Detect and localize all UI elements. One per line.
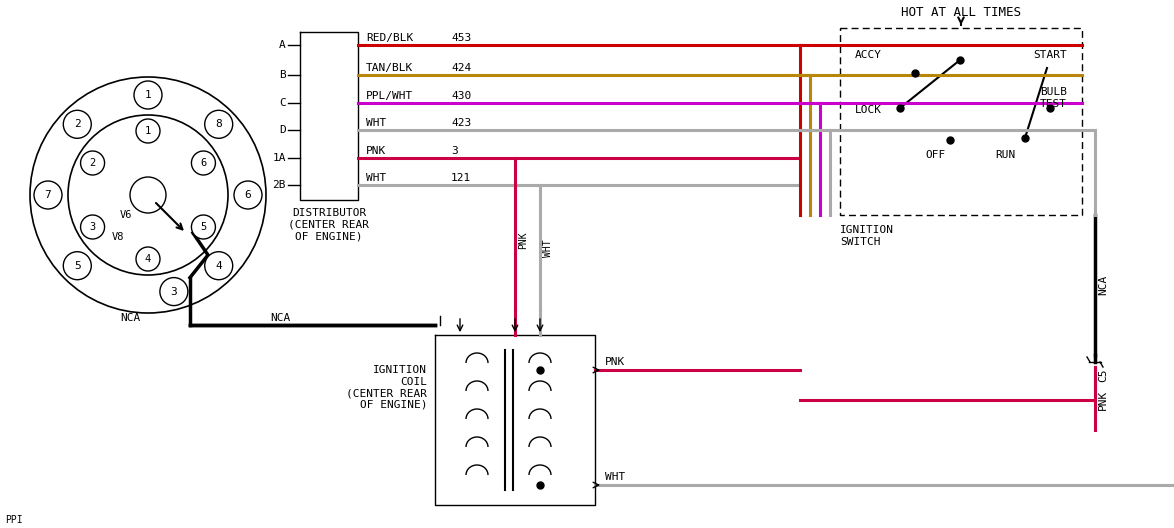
Text: 4: 4 [144, 254, 151, 264]
Text: RUN: RUN [994, 150, 1016, 160]
Text: 2: 2 [74, 119, 81, 129]
Text: PNK: PNK [1098, 390, 1108, 410]
Text: V6: V6 [120, 210, 133, 220]
Text: 6: 6 [201, 158, 207, 168]
Text: 1A: 1A [272, 153, 286, 163]
Text: 5: 5 [201, 222, 207, 232]
Text: ACCY: ACCY [855, 50, 882, 60]
Text: D: D [279, 125, 286, 135]
Circle shape [234, 181, 262, 209]
Text: WHT: WHT [366, 173, 386, 183]
Text: 1: 1 [144, 90, 151, 100]
Circle shape [63, 252, 92, 280]
Text: NCA: NCA [120, 313, 140, 323]
Text: NCA: NCA [270, 313, 290, 323]
Text: 121: 121 [451, 173, 471, 183]
Circle shape [34, 181, 62, 209]
Text: A: A [279, 40, 286, 50]
Text: 3: 3 [170, 287, 177, 297]
Text: 2: 2 [89, 158, 96, 168]
Circle shape [130, 177, 166, 213]
Text: 430: 430 [451, 91, 471, 101]
Circle shape [81, 215, 104, 239]
Text: V8: V8 [112, 232, 124, 242]
Text: B: B [279, 70, 286, 80]
Text: C: C [279, 98, 286, 108]
Circle shape [160, 278, 188, 306]
Text: PPL/WHT: PPL/WHT [366, 91, 413, 101]
Text: 2B: 2B [272, 180, 286, 190]
Text: PNK: PNK [366, 146, 386, 156]
Text: BULB
TEST: BULB TEST [1040, 87, 1067, 109]
Text: 1: 1 [144, 126, 151, 136]
Text: RED/BLK: RED/BLK [366, 33, 413, 43]
Text: 453: 453 [451, 33, 471, 43]
Circle shape [191, 151, 215, 175]
Circle shape [136, 247, 160, 271]
Text: PNK: PNK [605, 357, 626, 367]
Text: WHT: WHT [605, 472, 626, 482]
Text: LOCK: LOCK [855, 105, 882, 115]
Text: WHT: WHT [544, 239, 553, 257]
Circle shape [63, 110, 92, 138]
Text: DISTRIBUTOR
(CENTER REAR
OF ENGINE): DISTRIBUTOR (CENTER REAR OF ENGINE) [289, 208, 370, 241]
Text: IGNITION
COIL
(CENTER REAR
OF ENGINE): IGNITION COIL (CENTER REAR OF ENGINE) [346, 365, 427, 410]
Text: OFF: OFF [925, 150, 945, 160]
Circle shape [204, 110, 232, 138]
Circle shape [134, 81, 162, 109]
Text: 7: 7 [45, 190, 52, 200]
Text: 6: 6 [244, 190, 251, 200]
Text: 3: 3 [451, 146, 458, 156]
Text: PNK: PNK [518, 231, 528, 249]
Text: IGNITION
SWITCH: IGNITION SWITCH [841, 225, 893, 247]
Text: NCA: NCA [1098, 275, 1108, 295]
Text: 5: 5 [74, 261, 81, 271]
Text: START: START [1033, 50, 1067, 60]
Text: 8: 8 [215, 119, 222, 129]
Text: HOT AT ALL TIMES: HOT AT ALL TIMES [900, 5, 1021, 18]
Text: WHT: WHT [366, 118, 386, 128]
Text: 3: 3 [89, 222, 96, 232]
Text: 424: 424 [451, 63, 471, 73]
Text: PPI: PPI [5, 515, 22, 525]
Circle shape [136, 119, 160, 143]
Circle shape [191, 215, 215, 239]
Text: C5: C5 [1098, 368, 1108, 382]
Text: 4: 4 [215, 261, 222, 271]
Circle shape [81, 151, 104, 175]
Text: TAN/BLK: TAN/BLK [366, 63, 413, 73]
Circle shape [204, 252, 232, 280]
Text: 423: 423 [451, 118, 471, 128]
